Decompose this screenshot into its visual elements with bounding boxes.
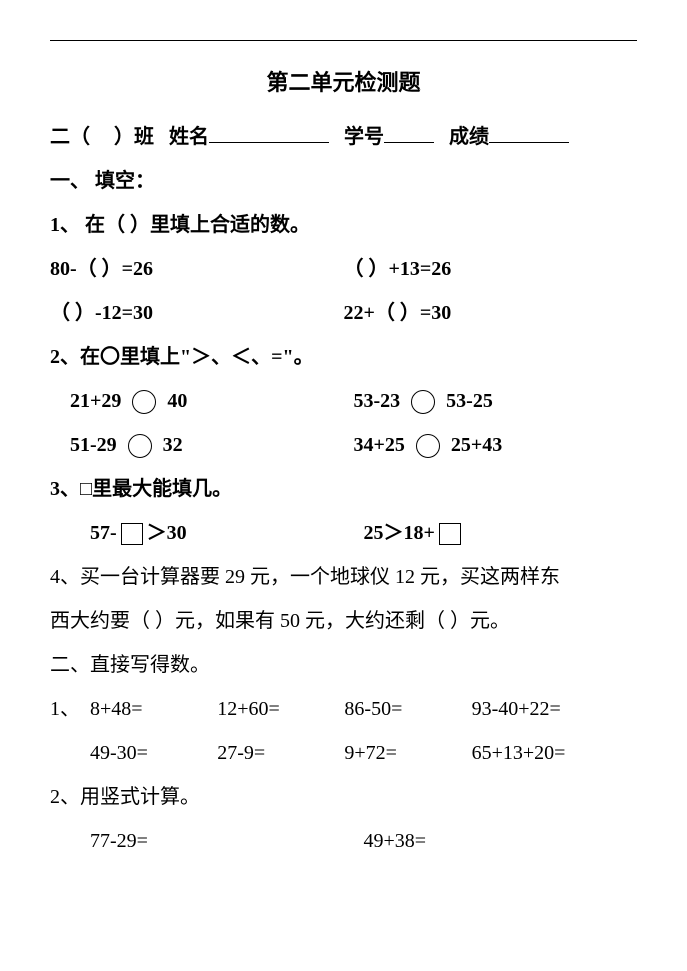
s2q1-r1-0: 8+48= [90,687,217,731]
q3-b-left: 25＞18+ [364,522,435,544]
s2q1-row1: 1、 8+48= 12+60= 86-50= 93-40+22= [50,687,637,731]
s2q1-r1-1: 12+60= [217,687,344,731]
q2-a-left: 21+29 [70,390,121,412]
circle-icon[interactable] [411,390,435,414]
q2-c-left: 51-29 [70,434,117,456]
q2-d-left: 34+25 [354,434,405,456]
q2-a: 21+29 40 [70,379,354,423]
q1-row1: 80-（ ）=26 （ ）+13=26 [50,247,637,291]
q1-d: 22+（ ）=30 [344,291,638,335]
square-icon[interactable] [439,523,461,545]
section1-heading: 一、 填空： [50,159,637,203]
q3-a-left: 57- [90,522,117,544]
q2-row2: 51-29 32 34+25 25+43 [50,423,637,467]
q2-c: 51-29 32 [70,423,354,467]
s2q2-b: 49+38= [364,819,638,863]
q1-a: 80-（ ）=26 [50,247,344,291]
score-blank[interactable] [489,123,569,143]
q2-row1: 21+29 40 53-23 53-25 [50,379,637,423]
header-line: 二（ ）班 姓名 学号 成绩 [50,115,637,159]
s2q1-label: 1、 [50,687,90,731]
name-blank[interactable] [209,123,329,143]
q2-label: 2、在〇里填上"＞、＜、="。 [50,335,637,379]
q1-b: （ ）+13=26 [344,247,638,291]
q2-d: 34+25 25+43 [354,423,638,467]
s2q1-row2: 49-30= 27-9= 9+72= 65+13+20= [50,731,637,775]
s2q2-a: 77-29= [90,819,364,863]
q3-a: 57- ＞30 [90,511,364,555]
s2q1-r2-2: 9+72= [344,731,471,775]
class-prefix: 二（ [50,126,90,148]
q4-line1: 4、买一台计算器要 29 元，一个地球仪 12 元，买这两样东 [50,555,637,599]
circle-icon[interactable] [132,390,156,414]
s2q1-spacer [50,731,90,775]
q2-b: 53-23 53-25 [354,379,638,423]
q3-a-right: ＞30 [147,522,187,544]
s2q1-r1-3: 93-40+22= [472,687,637,731]
s2q1-r1-2: 86-50= [344,687,471,731]
q1-row2: （ ）-12=30 22+（ ）=30 [50,291,637,335]
s2q2-row: 77-29= 49+38= [50,819,637,863]
class-suffix: ）班 [114,126,154,148]
q3-b: 25＞18+ [364,511,638,555]
s2q1-r2-1: 27-9= [217,731,344,775]
score-label: 成绩 [449,126,489,148]
q2-d-right: 25+43 [451,434,502,456]
id-blank[interactable] [384,123,434,143]
q2-a-right: 40 [167,390,187,412]
q2-c-right: 32 [163,434,183,456]
q3-row: 57- ＞30 25＞18+ [50,511,637,555]
id-label: 学号 [344,126,384,148]
square-icon[interactable] [121,523,143,545]
circle-icon[interactable] [128,434,152,458]
s2q1-r2-3: 65+13+20= [472,731,637,775]
section2-heading: 二、直接写得数。 [50,643,637,687]
top-rule [50,40,637,41]
q3-label: 3、□里最大能填几。 [50,467,637,511]
q4-line2: 西大约要（ ）元，如果有 50 元，大约还剩（ ）元。 [50,599,637,643]
s2q1-r2-0: 49-30= [90,731,217,775]
circle-icon[interactable] [416,434,440,458]
q2-b-right: 53-25 [446,390,493,412]
q1-c: （ ）-12=30 [50,291,344,335]
q2-b-left: 53-23 [354,390,401,412]
s2q2-label: 2、用竖式计算。 [50,775,637,819]
q1-label: 1、 在（ ）里填上合适的数。 [50,203,637,247]
name-label: 姓名 [169,126,209,148]
doc-title: 第二单元检测题 [50,65,637,97]
